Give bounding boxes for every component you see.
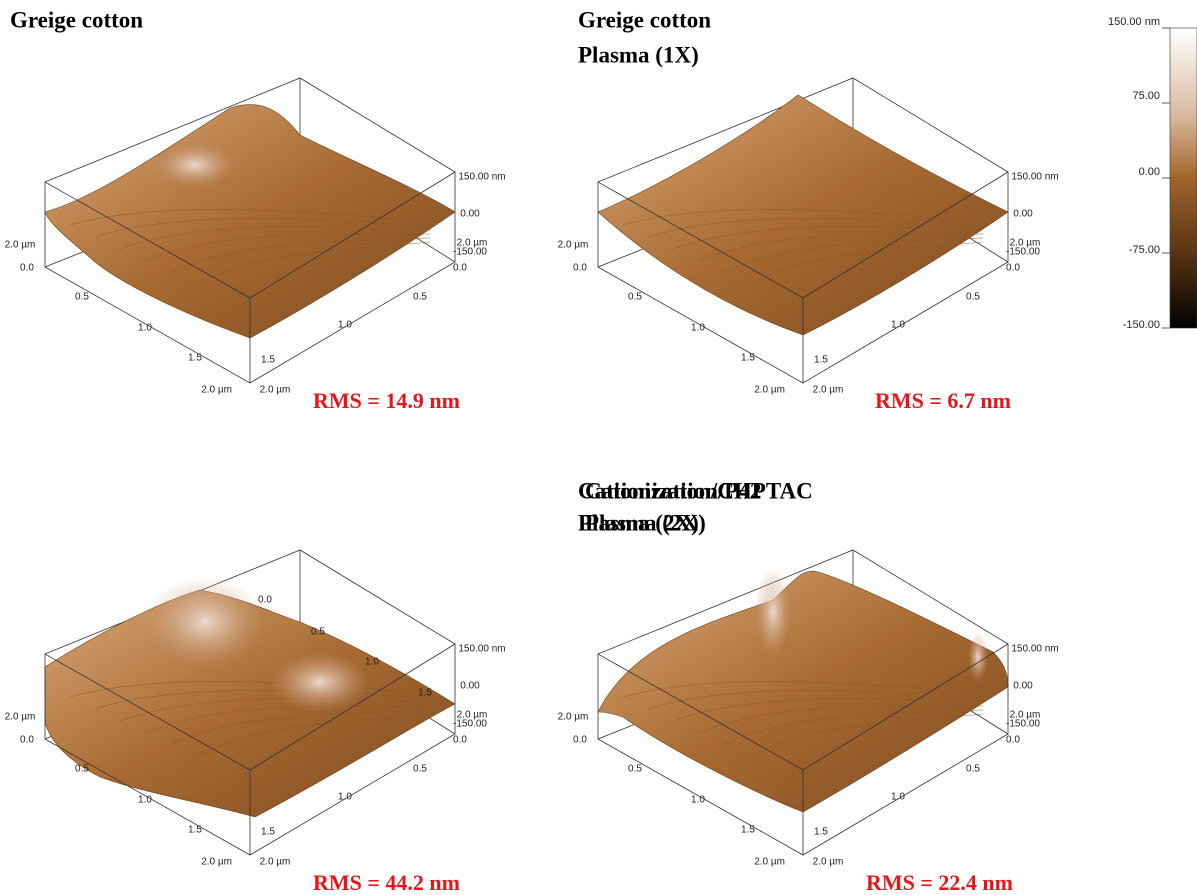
y-tick-label: 1.0 [338, 320, 352, 331]
x-tick-label: 0.5 [628, 764, 642, 775]
x-tick-label: 1.5 [188, 353, 202, 364]
rms-label: RMS = 6.7 nm [875, 388, 1011, 413]
colorbar-gradient [1170, 28, 1197, 328]
rms-label: RMS = 22.4 nm [866, 870, 1013, 895]
corner-label: 2.0 µm [5, 240, 36, 251]
y-tick-label: 2.0 µm [260, 385, 291, 396]
x-tick-label: 1.0 [138, 323, 152, 334]
panel-title: Plasma (1X) [578, 42, 699, 67]
corner-label: 2.0 µm [1010, 710, 1041, 721]
y-tick-label: 1.5 [814, 355, 828, 366]
y-tick-label: 0.5 [966, 292, 980, 303]
back-tick-label: 1.0 [365, 657, 379, 668]
surface-peak [270, 652, 370, 712]
back-tick-label: 0.0 [258, 595, 272, 606]
afm-panel: Greige cotton 0.0 0.5 1.0 1.5 2.0 µm 2.0 µm 1.5… [5, 7, 506, 413]
y-tick-label: 1.5 [814, 827, 828, 838]
y-tick-label: 2.0 µm [813, 385, 844, 396]
panel-title: Greige cotton [578, 7, 711, 32]
y-tick-label: 1.0 [338, 792, 352, 803]
surface-peak [755, 567, 791, 657]
z-label: 0.00 [1013, 681, 1033, 692]
surface-peak [968, 632, 988, 682]
y-tick-label: 0.5 [413, 764, 427, 775]
z-label: 150.00 nm [1011, 644, 1058, 655]
afm-panel: Greige cotton Plasma (1X) 0.0 0.5 1.0 1.5 2.0 … [558, 7, 1059, 413]
y-tick-label: 2.0 µm [813, 857, 844, 868]
colorbar-label: 0.00 [1139, 166, 1160, 178]
z-label: 150.00 nm [458, 644, 505, 655]
y-tick-label: 0.0 [1006, 263, 1020, 274]
corner-label: 2.0 µm [1010, 238, 1041, 249]
x-tick-label: 0.0 [573, 263, 587, 274]
colorbar-label: 150.00 nm [1108, 16, 1160, 28]
rms-label: RMS = 14.9 nm [313, 388, 460, 413]
corner-label: 2.0 µm [5, 712, 36, 723]
x-tick-label: 0.5 [75, 764, 89, 775]
x-tick-label: 0.0 [20, 735, 34, 746]
y-tick-label: 0.0 [453, 263, 467, 274]
z-label: 150.00 nm [458, 172, 505, 183]
colorbar-label: 75.00 [1132, 90, 1160, 102]
x-tick-label: 1.0 [138, 795, 152, 806]
x-tick-label: 2.0 µm [201, 385, 232, 396]
corner-label: 2.0 µm [457, 710, 488, 721]
colorbar-label: -150.00 [1123, 319, 1160, 331]
x-tick-label: 1.5 [188, 825, 202, 836]
rms-label: RMS = 44.2 nm [313, 870, 460, 895]
x-tick-label: 0.5 [628, 292, 642, 303]
y-tick-label: 0.5 [413, 292, 427, 303]
corner-label: 2.0 µm [558, 712, 589, 723]
surface-peak [155, 143, 235, 187]
panel-title: Plasma (2X) [585, 510, 706, 535]
panel-title: Cationization/P42 [585, 478, 761, 503]
x-tick-label: 0.5 [75, 292, 89, 303]
x-tick-label: 0.0 [573, 735, 587, 746]
corner-label: 2.0 µm [558, 240, 589, 251]
afm-panel: Cationization/P42 Plasma (2X) 0.0 0.5 1.0 1.5… [558, 478, 1059, 895]
z-label: 0.00 [1013, 209, 1033, 220]
z-label: 150.00 nm [1011, 172, 1058, 183]
x-tick-label: 2.0 µm [754, 857, 785, 868]
z-label: 0.00 [460, 681, 480, 692]
y-tick-label: 2.0 µm [260, 857, 291, 868]
y-tick-label: 1.5 [261, 355, 275, 366]
x-tick-label: 1.5 [741, 353, 755, 364]
y-tick-label: 0.5 [966, 764, 980, 775]
x-tick-label: 0.0 [20, 263, 34, 274]
back-tick-label: 1.5 [418, 688, 432, 699]
surface-peak [145, 577, 265, 667]
colorbar-label: -75.00 [1129, 244, 1160, 256]
x-tick-label: 1.5 [741, 825, 755, 836]
x-tick-label: 2.0 µm [201, 857, 232, 868]
back-tick-label: 0.5 [311, 627, 325, 638]
x-tick-label: 1.0 [691, 323, 705, 334]
x-tick-label: 1.0 [691, 795, 705, 806]
panel-title: Greige cotton [10, 7, 143, 32]
y-tick-label: 1.5 [261, 827, 275, 838]
y-tick-label: 1.0 [891, 320, 905, 331]
y-tick-label: 0.0 [453, 735, 467, 746]
y-tick-label: 1.0 [891, 792, 905, 803]
z-label: 0.00 [460, 209, 480, 220]
y-tick-label: 0.0 [1006, 735, 1020, 746]
colorbar [1170, 28, 1197, 328]
figure: Greige cotton 0.0 0.5 1.0 1.5 2.0 µm 2.0 µm 1.5… [0, 0, 1197, 895]
corner-label: 2.0 µm [457, 238, 488, 249]
panels: Greige cotton 0.0 0.5 1.0 1.5 2.0 µm 2.0 µm 1.5… [5, 7, 1059, 895]
x-tick-label: 2.0 µm [754, 385, 785, 396]
